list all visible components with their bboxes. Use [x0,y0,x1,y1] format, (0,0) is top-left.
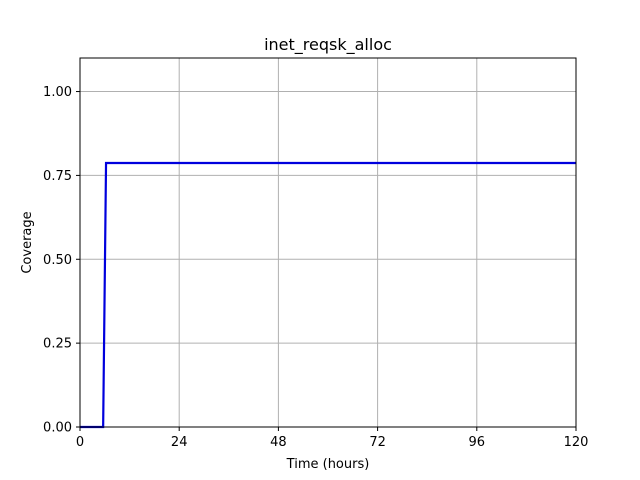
x-tick-label: 48 [270,435,287,450]
x-tick-label: 120 [564,435,589,450]
grid [79,58,577,428]
y-tick-label: 0.00 [43,421,72,436]
y-tick-label: 0.25 [43,337,72,352]
y-axis-ticks: 0.00 0.25 0.50 0.75 1.00 [43,85,80,436]
y-tick-label: 1.00 [43,85,72,100]
x-tick-label: 96 [469,435,486,450]
y-tick-label: 0.75 [43,169,72,184]
series-layer [80,161,576,429]
x-tick-label: 24 [171,435,188,450]
y-tick-label: 0.50 [43,253,72,268]
chart-title: inet_reqsk_alloc [264,35,392,55]
coverage-series-line [80,161,576,429]
x-axis-label: Time (hours) [286,457,370,472]
x-axis-ticks: 0 24 48 72 96 120 [76,427,589,450]
x-tick-label: 0 [76,435,84,450]
x-tick-label: 72 [369,435,386,450]
plot-frame [79,57,577,428]
y-axis-label: Coverage [20,211,35,273]
